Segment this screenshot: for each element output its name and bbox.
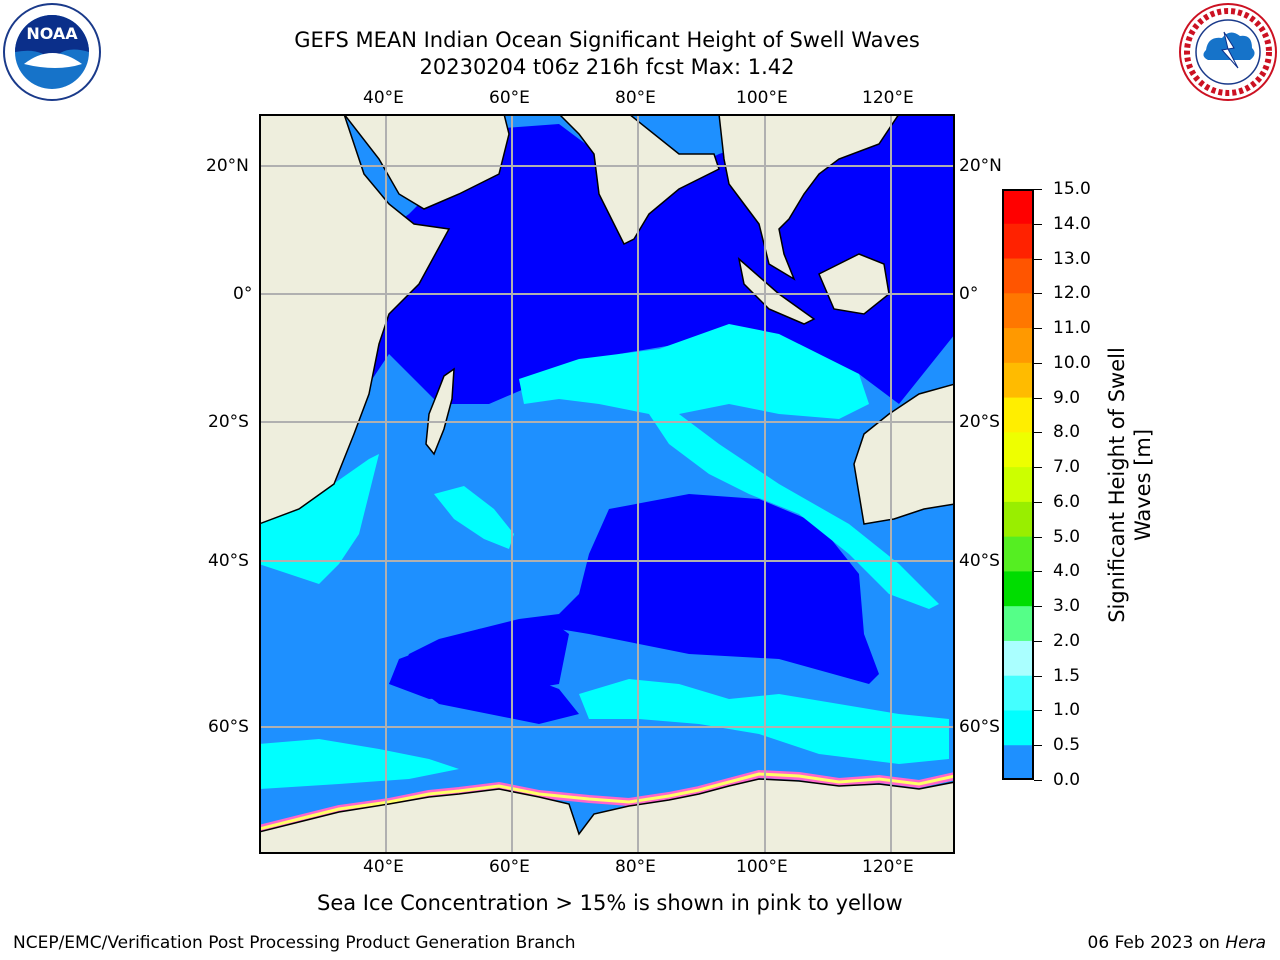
colorbar-tick-label: 14.0 [1053,213,1091,234]
land-se-asia [718,115,900,281]
lon-tick-bottom-80e: 80°E [615,857,656,877]
colorbar-tick-label: 9.0 [1053,387,1081,408]
swell-band-central [519,324,939,609]
lon-tick-bottom-100e: 100°E [736,857,788,877]
low-swell-southwest [389,619,569,699]
footer-branch: NCEP/EMC/Verification Post Processing Pr… [13,933,576,953]
colorbar-tick-mark [1034,780,1042,781]
colorbar-tick-mark [1034,293,1042,295]
colorbar-tick-mark [1034,223,1042,225]
colorbar-tick-mark [1034,745,1042,747]
colorbar-tick-mark [1034,432,1042,434]
colorbar-tick-mark [1034,571,1042,573]
lon-tick-top-120e: 120°E [862,88,914,108]
swell-band-west [260,454,379,584]
lat-tick-left-20n: 20°N [206,156,249,176]
lat-tick-right-40s: 40°S [959,551,1000,571]
noaa-logo: NOAA [2,2,102,102]
colorbar-segment [1002,189,1034,225]
colorbar-tick-label: 8.0 [1053,422,1081,443]
colorbar-tick-mark [1034,328,1042,330]
footer-machine: Hera [1225,933,1266,953]
land-antarctica [260,778,954,853]
lat-tick-right-0: 0° [959,284,979,304]
sea-ice-core [260,772,954,831]
colorbar-tick-mark [1034,606,1042,608]
colorbar-segment [1002,710,1034,746]
colorbar-tick-mark [1034,536,1042,538]
land-madagascar [425,367,455,456]
colorbar-tick-label: 0.0 [1053,770,1081,790]
colorbar-segment [1002,432,1034,468]
colorbar-segment [1002,362,1034,399]
colorbar-tick-label: 1.5 [1053,665,1081,686]
colorbar-segment [1002,328,1034,364]
lon-tick-top-80e: 80°E [615,88,656,108]
colorbar-tick-mark [1034,710,1042,712]
map-panel [259,114,955,854]
colorbar-tick-label: 4.0 [1053,561,1081,582]
lon-tick-bottom-40e: 40°E [363,857,404,877]
colorbar-segment [1002,675,1034,711]
colorbar-segment [1002,397,1034,433]
colorbar-segment [1002,536,1034,572]
lon-tick-bottom-120e: 120°E [862,857,914,877]
colorbar-segment [1002,571,1034,607]
nws-logo [1178,2,1278,102]
colorbar-tick-label: 15.0 [1053,179,1091,199]
colorbar-tick-label: 7.0 [1053,457,1081,478]
colorbar-tick-label: 0.5 [1053,735,1081,756]
colorbar-tick-label: 11.0 [1053,318,1091,339]
colorbar-tick-mark [1034,189,1042,190]
colorbar-tick-label: 2.0 [1053,630,1081,651]
lat-tick-left-20s: 20°S [208,412,249,432]
colorbar-tick-mark [1034,258,1042,260]
colorbar-segment [1002,258,1034,294]
colorbar-tick-label: 1.0 [1053,700,1081,721]
colorbar-segment [1002,223,1034,260]
colorbar-tick-mark [1034,397,1042,399]
graticule [260,115,954,853]
colorbar-segment [1002,606,1034,642]
colorbar-tick-mark [1034,640,1042,642]
colorbar-tick-mark [1034,362,1042,364]
sea-ice-caption: Sea Ice Concentration > 15% is shown in … [317,891,903,915]
colorbar-segment [1002,467,1034,503]
lon-tick-top-60e: 60°E [489,88,530,108]
colorbar-tick-label: 5.0 [1053,526,1081,547]
swell-patch-mid [434,486,514,549]
map-title: GEFS MEAN Indian Ocean Significant Heigh… [294,28,920,52]
colorbar-tick-mark [1034,675,1042,677]
footer-date-text: 06 Feb 2023 on [1087,933,1226,953]
noaa-logo-text: NOAA [26,24,78,43]
footer-date: 06 Feb 2023 on Hera [1088,933,1266,953]
map-subtitle: 20230204 t06z 216h fcst Max: 1.42 [419,55,795,79]
lon-tick-top-40e: 40°E [363,88,404,108]
colorbar-tick-label: 12.0 [1053,283,1091,304]
colorbar-tick-label: 13.0 [1053,248,1091,269]
colorbar-tick-label: 6.0 [1053,491,1081,512]
colorbar [1002,189,1034,781]
land-india [558,115,720,246]
colorbar-label-line1: Significant Height of Swell [1105,347,1129,623]
colorbar-segment [1002,640,1034,677]
colorbar-tick-mark [1034,501,1042,503]
lat-tick-right-20n: 20°N [959,156,1002,176]
colorbar-tick-label: 10.0 [1053,352,1091,373]
colorbar-tick-mark [1034,467,1042,469]
swell-band-south-2 [260,739,459,789]
colorbar-segment [1002,745,1034,781]
colorbar-segment [1002,293,1034,329]
lat-tick-right-60s: 60°S [959,717,1000,737]
colorbar-label-line2: Waves [m] [1131,428,1155,542]
land-australia [853,383,954,525]
colorbar-segment [1002,501,1034,538]
colorbar-tick-label: 3.0 [1053,596,1081,617]
lat-tick-left-0: 0° [233,284,253,304]
lat-tick-left-40s: 40°S [208,551,249,571]
lat-tick-left-60s: 60°S [208,717,249,737]
lat-tick-right-20s: 20°S [959,412,1000,432]
lon-tick-top-100e: 100°E [736,88,788,108]
lon-tick-bottom-60e: 60°E [489,857,530,877]
